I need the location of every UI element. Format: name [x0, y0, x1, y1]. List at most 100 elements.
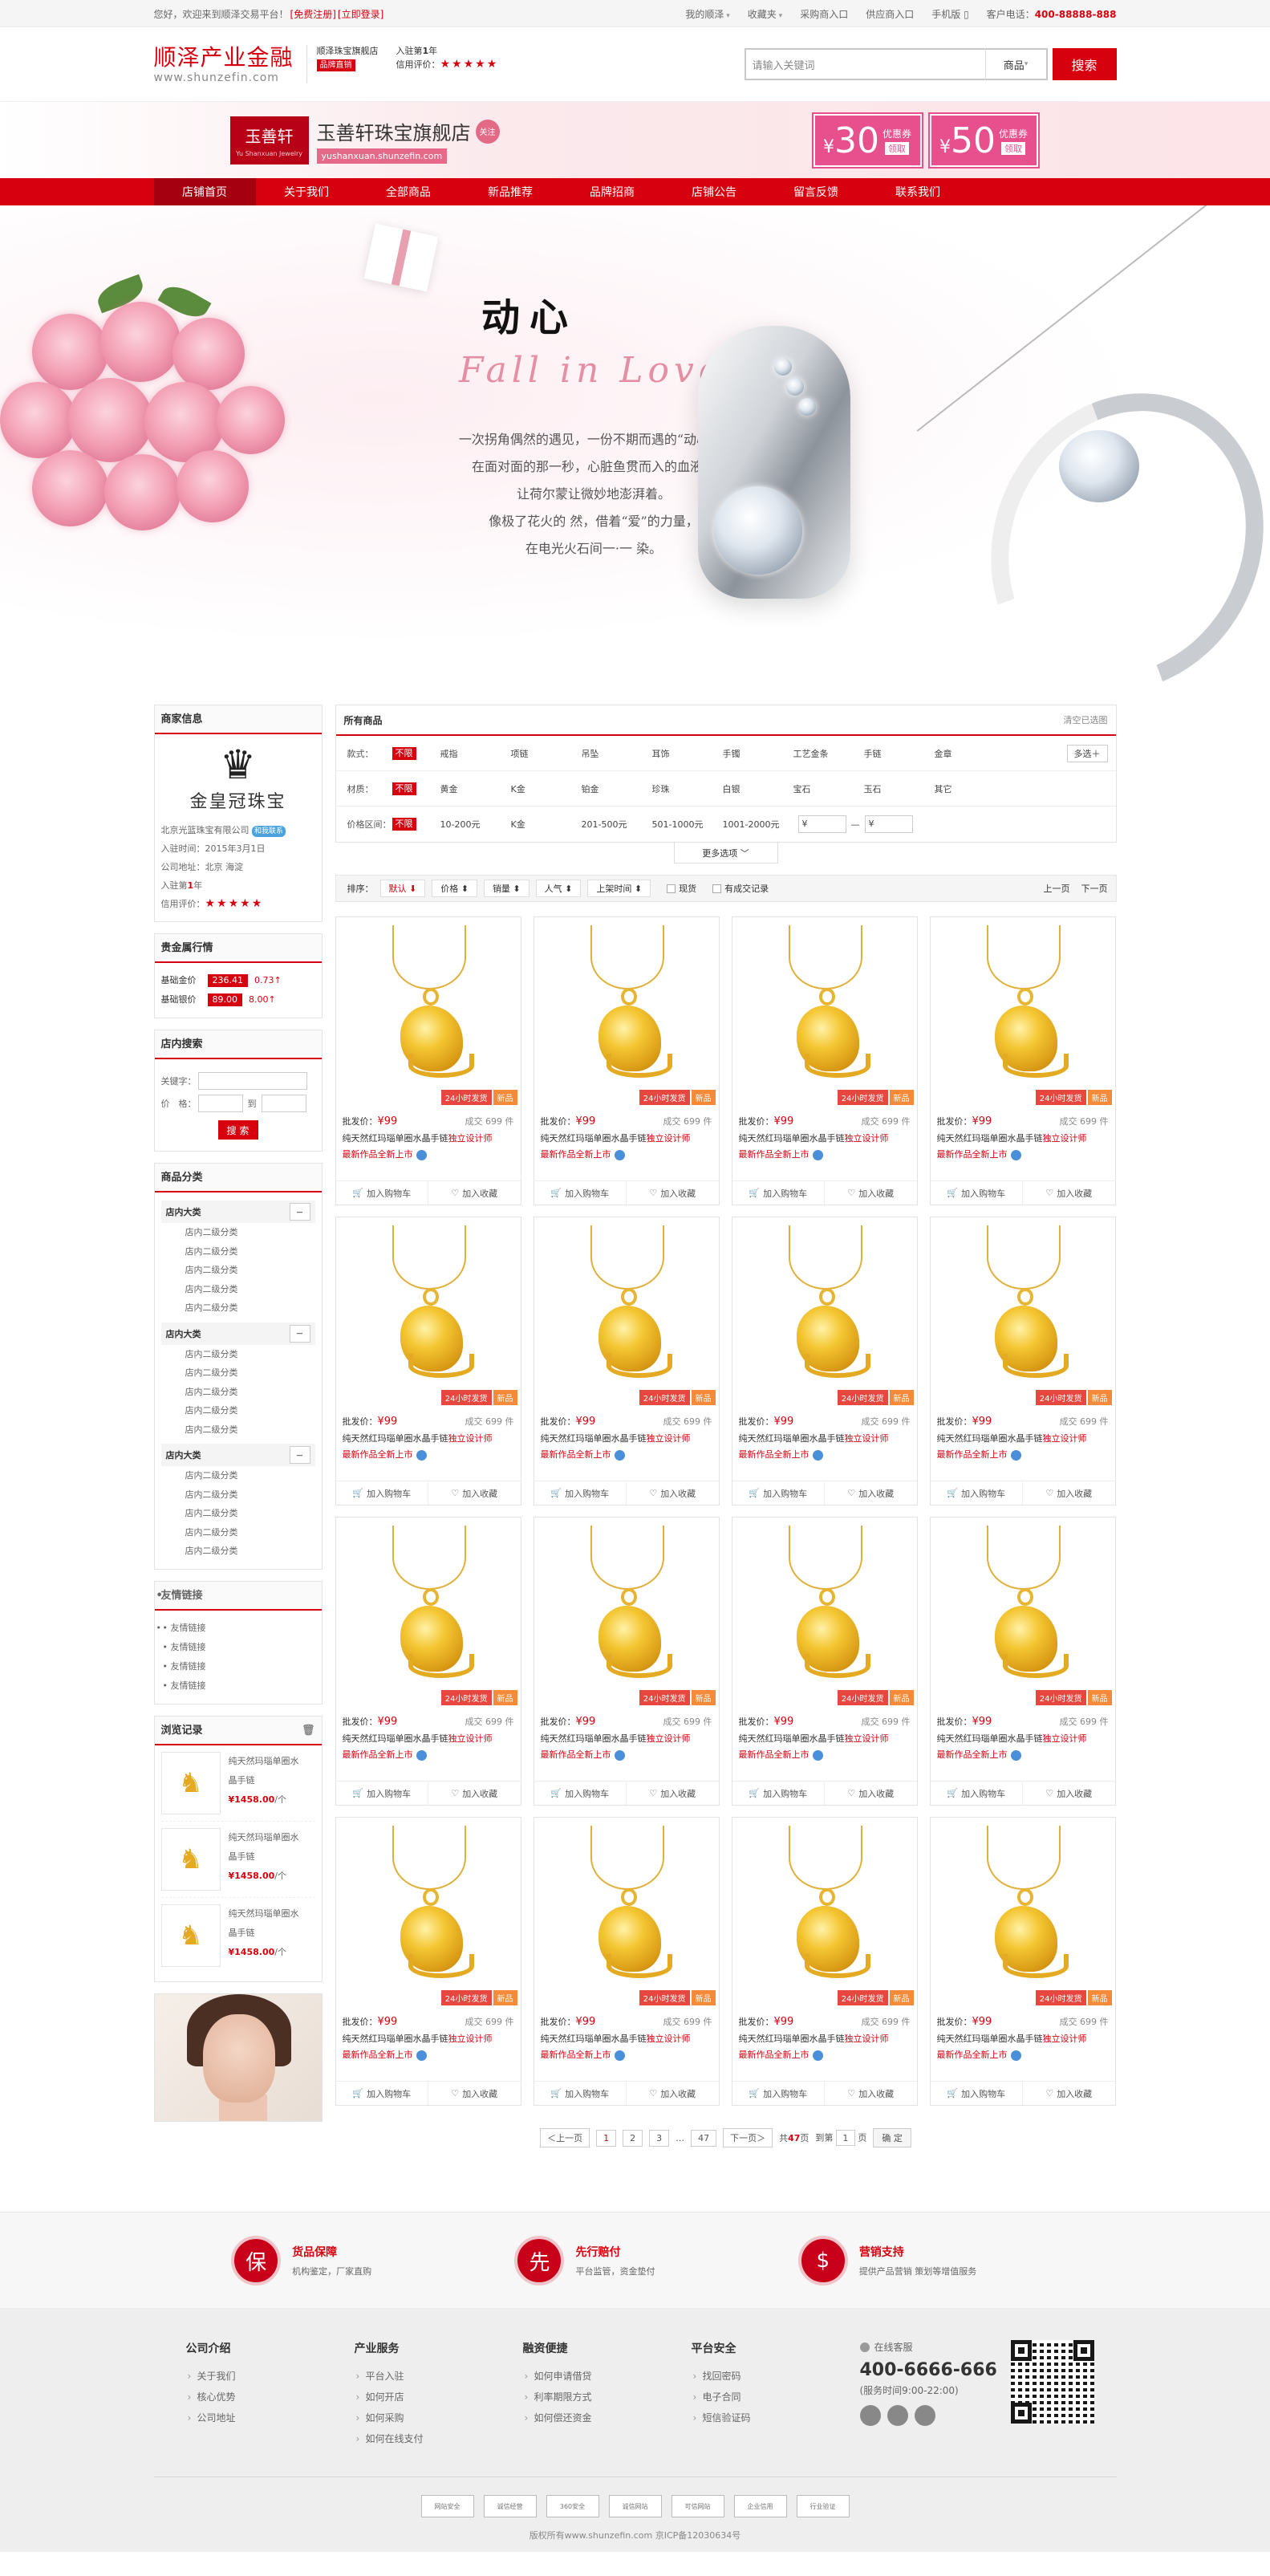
prev-page-link[interactable]: 上一页 — [1043, 884, 1070, 894]
nav-franchise[interactable]: 品牌招商 — [590, 186, 635, 199]
product-card[interactable]: 24小时发货 新品 批发价：¥99 成交 699 件 纯天然红玛瑙单圈水晶手链独立设… — [731, 1217, 918, 1505]
product-title[interactable]: 纯天然红玛瑙单圈水晶手链独立设计师 最新作品全新上市 — [540, 1433, 691, 1461]
shop-logo[interactable]: 玉善轩 Yu Shanxuan Jewelry — [229, 116, 309, 165]
sort-default[interactable]: 默认 ⬇ — [379, 880, 426, 897]
product-card[interactable]: 24小时发货 新品 批发价：¥99 成交 699 件 纯天然红玛瑙单圈水晶手链独立设… — [533, 1517, 720, 1806]
product-image[interactable]: 24小时发货 新品 — [931, 1818, 1115, 2010]
pager-page[interactable]: 1 — [596, 2129, 617, 2147]
cert-badge[interactable]: 360安全 — [546, 2495, 599, 2517]
coupon-50[interactable]: ¥50 优惠券 领取 — [927, 112, 1040, 169]
add-to-favorites-button[interactable]: ♡ 加入收藏 — [649, 1788, 696, 1799]
product-title[interactable]: 纯天然红玛瑙单圈水晶手链独立设计师 最新作品全新上市 — [738, 1733, 889, 1761]
history-item[interactable]: ♞ 纯天然玛瑙单圈水 晶手链 ¥1458.00/个 — [160, 1898, 315, 1973]
add-to-favorites-button[interactable]: ♡ 加入收藏 — [451, 2088, 498, 2099]
add-to-cart-button[interactable]: 🛒 加入购物车 — [732, 1481, 825, 1505]
product-card[interactable]: 24小时发货 新品 批发价：¥99 成交 699 件 纯天然红玛瑙单圈水晶手链独立设… — [335, 1817, 521, 2106]
more-options-button[interactable]: 更多选项 ﹀ — [673, 843, 778, 863]
search-scope-select[interactable]: 商品 — [984, 48, 1048, 80]
product-card[interactable]: 24小时发货 新品 批发价：¥99 成交 699 件 纯天然红玛瑙单圈水晶手链独立设… — [533, 1817, 720, 2106]
login-link[interactable]: [立即登录] — [337, 8, 384, 20]
product-image[interactable]: 24小时发货 新品 — [931, 917, 1115, 1110]
product-title[interactable]: 纯天然红玛瑙单圈水晶手链独立设计师 最新作品全新上市 — [540, 1733, 691, 1761]
product-image[interactable]: 24小时发货 新品 — [931, 1217, 1115, 1410]
filter-option[interactable]: K金 — [510, 783, 525, 794]
collapse-icon[interactable]: − — [289, 1203, 310, 1221]
clear-filter-link[interactable]: 清空已选图 — [1063, 715, 1108, 725]
add-to-cart-button[interactable]: 🛒 加入购物车 — [534, 1782, 627, 1805]
online-service-link[interactable]: 在线客服 — [859, 2340, 1004, 2354]
pager-page[interactable]: 47 — [691, 2129, 717, 2147]
add-to-favorites-button[interactable]: ♡ 加入收藏 — [451, 1488, 498, 1499]
add-to-favorites-button[interactable]: ♡ 加入收藏 — [451, 1188, 498, 1199]
add-to-favorites-button[interactable]: ♡ 加入收藏 — [451, 1788, 498, 1799]
add-to-cart-button[interactable]: 🛒 加入购物车 — [336, 2082, 428, 2105]
product-image[interactable]: 24小时发货 新品 — [336, 917, 521, 1110]
footer-link[interactable]: 核心优势 — [186, 2387, 355, 2407]
footer-link[interactable]: 如何申请借贷 — [523, 2366, 692, 2387]
buyer-entry-link[interactable]: 采购商入口 — [800, 8, 849, 20]
product-title[interactable]: 纯天然红玛瑙单圈水晶手链独立设计师 最新作品全新上市 — [936, 1733, 1087, 1761]
add-to-favorites-button[interactable]: ♡ 加入收藏 — [649, 2088, 696, 2099]
product-image[interactable]: 24小时发货 新品 — [534, 1217, 719, 1410]
nav-new[interactable]: 新品推荐 — [488, 186, 533, 199]
subcategory-link[interactable]: 店内二级分类 — [185, 1367, 238, 1378]
product-card[interactable]: 24小时发货 新品 批发价：¥99 成交 699 件 纯天然红玛瑙单圈水晶手链独立设… — [335, 916, 521, 1205]
product-image[interactable]: 24小时发货 新品 — [336, 1217, 521, 1410]
add-to-favorites-button[interactable]: ♡ 加入收藏 — [649, 1188, 696, 1199]
add-to-cart-button[interactable]: 🛒 加入购物车 — [732, 2082, 825, 2105]
product-title[interactable]: 纯天然红玛瑙单圈水晶手链独立设计师 最新作品全新上市 — [540, 2034, 691, 2061]
contact-button[interactable]: 和我联系 — [252, 826, 286, 837]
hero-banner[interactable]: 动心 Fall in Love 一次拐角偶然的遇见，一份不期而遇的“动心”。 在… — [0, 205, 1270, 687]
goto-page-input[interactable]: 1 — [835, 2130, 855, 2146]
product-image[interactable]: 24小时发货 新品 — [732, 1818, 917, 2010]
nav-all-products[interactable]: 全部商品 — [386, 186, 431, 199]
subcategory-link[interactable]: 店内二级分类 — [185, 1405, 238, 1416]
trash-icon[interactable]: 🗑 — [301, 1724, 315, 1737]
footer-link[interactable]: 关于我们 — [186, 2366, 355, 2387]
product-card[interactable]: 24小时发货 新品 批发价：¥99 成交 699 件 纯天然红玛瑙单圈水晶手链独立设… — [731, 1517, 918, 1806]
filter-option[interactable]: 戒指 — [440, 748, 458, 759]
footer-link[interactable]: 找回密码 — [692, 2366, 860, 2387]
filter-option[interactable]: 手链 — [863, 748, 882, 759]
filter-option[interactable]: 吊坠 — [581, 748, 599, 759]
cert-badge[interactable]: 网站安全 — [420, 2495, 474, 2517]
filter-option[interactable]: 宝石 — [793, 783, 811, 794]
filter-option[interactable]: 10-200元 — [440, 819, 481, 830]
price-from-input[interactable]: ¥ — [797, 815, 846, 833]
has-deals-checkbox[interactable]: 有成交记录 — [712, 882, 769, 895]
product-title[interactable]: 纯天然红玛瑙单圈水晶手链独立设计师 最新作品全新上市 — [540, 1133, 691, 1160]
filter-option[interactable]: 黄金 — [440, 783, 458, 794]
my-account-link[interactable]: 我的顺泽 — [685, 7, 729, 21]
footer-link[interactable]: 如何采购 — [355, 2407, 523, 2428]
search-input[interactable]: 请输入关键词 — [744, 48, 985, 80]
filter-option[interactable]: 501-1000元 — [651, 819, 704, 830]
product-image[interactable]: 24小时发货 新品 — [732, 917, 917, 1110]
filter-none[interactable]: 不限 — [392, 818, 416, 831]
add-to-cart-button[interactable]: 🛒 加入购物车 — [931, 1481, 1023, 1505]
product-image[interactable]: 24小时发货 新品 — [336, 1518, 521, 1710]
product-title[interactable]: 纯天然红玛瑙单圈水晶手链独立设计师 最新作品全新上市 — [342, 1433, 493, 1461]
price-min-input[interactable] — [197, 1095, 243, 1112]
subcategory-link[interactable]: 店内二级分类 — [185, 1265, 238, 1275]
subcategory-link[interactable]: 店内二级分类 — [185, 1424, 238, 1435]
register-link[interactable]: [免费注册] — [290, 8, 336, 20]
subcategory-link[interactable]: 店内二级分类 — [185, 1227, 238, 1237]
product-card[interactable]: 24小时发货 新品 批发价：¥99 成交 699 件 纯天然红玛瑙单圈水晶手链独立设… — [929, 916, 1116, 1205]
add-to-favorites-button[interactable]: ♡ 加入收藏 — [847, 1788, 895, 1799]
product-card[interactable]: 24小时发货 新品 批发价：¥99 成交 699 件 纯天然红玛瑙单圈水晶手链独立设… — [533, 916, 720, 1205]
footer-link[interactable]: 如何在线支付 — [355, 2428, 523, 2449]
add-to-cart-button[interactable]: 🛒 加入购物车 — [931, 1782, 1023, 1805]
add-to-favorites-button[interactable]: ♡ 加入收藏 — [847, 1488, 895, 1499]
weibo-icon[interactable] — [859, 2405, 881, 2426]
in-stock-checkbox[interactable]: 现货 — [667, 882, 696, 895]
product-card[interactable]: 24小时发货 新品 批发价：¥99 成交 699 件 纯天然红玛瑙单圈水晶手链独立设… — [929, 1517, 1116, 1806]
footer-link[interactable]: 利率期限方式 — [523, 2387, 692, 2407]
price-to-input[interactable]: ¥ — [864, 815, 913, 833]
product-image[interactable]: 24小时发货 新品 — [931, 1518, 1115, 1710]
filter-option[interactable]: 1001-2000元 — [722, 819, 780, 830]
footer-link[interactable]: 如何偿还资金 — [523, 2407, 692, 2428]
footer-link[interactable]: 如何开店 — [355, 2387, 523, 2407]
category-group[interactable]: 店内大类 − — [160, 1322, 315, 1345]
product-card[interactable]: 24小时发货 新品 批发价：¥99 成交 699 件 纯天然红玛瑙单圈水晶手链独立设… — [929, 1817, 1116, 2106]
price-max-input[interactable] — [261, 1095, 306, 1112]
